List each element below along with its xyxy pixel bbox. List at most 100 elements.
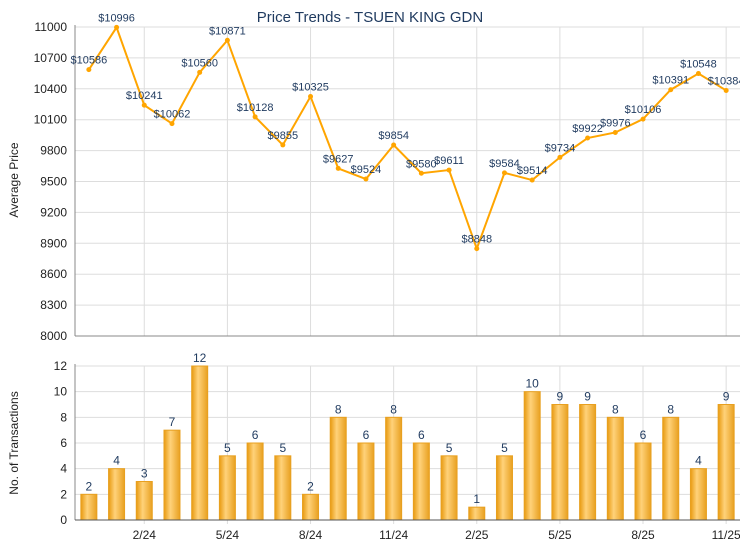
x-tick-label: 5/24 — [216, 528, 240, 542]
data-point — [363, 176, 369, 182]
bar-label: 6 — [418, 428, 425, 442]
data-point — [501, 170, 507, 176]
bar-label: 5 — [501, 441, 508, 455]
data-label: $9922 — [572, 123, 603, 135]
data-label: $10128 — [237, 102, 274, 114]
data-point — [335, 165, 341, 171]
x-tick-label: 8/25 — [631, 528, 655, 542]
y-tick-label: 9500 — [40, 175, 67, 189]
bar-label: 2 — [307, 479, 314, 493]
data-label: $10106 — [625, 104, 662, 116]
bar-label: 10 — [526, 377, 540, 391]
y-tick-label: 9800 — [40, 144, 67, 158]
y-tick-label: 11000 — [35, 20, 68, 34]
y-tick-label: 8 — [60, 410, 67, 424]
data-label: $9976 — [600, 117, 631, 129]
bar-label: 9 — [584, 390, 591, 404]
bar-label: 12 — [193, 351, 207, 365]
x-tick-label: 8/24 — [299, 528, 323, 542]
data-point — [86, 67, 92, 73]
bar — [274, 455, 292, 521]
y-tick-label: 10400 — [34, 82, 68, 96]
data-label: $9854 — [378, 130, 409, 142]
bar-label: 4 — [113, 454, 120, 468]
y-tick-label: 10100 — [34, 113, 68, 127]
bar-label: 8 — [612, 402, 619, 416]
bar-label: 6 — [363, 428, 370, 442]
y-tick-label: 8000 — [40, 329, 67, 343]
bar — [163, 429, 181, 521]
bar — [468, 506, 486, 521]
bar-label: 8 — [667, 402, 674, 416]
bar — [662, 416, 680, 521]
x-tick-label: 11/24 — [379, 528, 408, 542]
price-line — [88, 25, 727, 252]
bar — [218, 455, 236, 521]
data-point — [418, 170, 424, 176]
bar — [440, 455, 458, 521]
x-tick-label: 2/24 — [133, 528, 157, 542]
y-tick-label: 12 — [54, 359, 68, 373]
bar — [385, 416, 403, 521]
y-axis-label-transactions: No. of Transactions — [7, 391, 21, 494]
bar — [329, 416, 347, 521]
data-point — [252, 114, 258, 120]
data-point — [197, 69, 203, 75]
bar-label: 7 — [169, 415, 176, 429]
data-point — [141, 102, 147, 108]
data-point — [612, 129, 618, 135]
bar-label: 8 — [335, 402, 342, 416]
bar-label: 5 — [224, 441, 231, 455]
bar — [412, 442, 430, 521]
data-point — [640, 116, 646, 122]
bar-label: 2 — [86, 479, 93, 493]
bar-label: 6 — [640, 428, 647, 442]
y-tick-label: 2 — [60, 487, 67, 501]
data-label: $8848 — [461, 234, 492, 246]
y-axis-label-price: Average Price — [7, 142, 21, 217]
y-tick-label: 10 — [54, 385, 68, 399]
bar-label: 6 — [252, 428, 259, 442]
data-label: $10548 — [680, 59, 717, 71]
bar — [357, 442, 375, 521]
bar — [606, 416, 624, 521]
data-point — [668, 87, 674, 93]
data-point — [169, 121, 175, 127]
y-tick-label: 0 — [60, 513, 67, 527]
data-point — [308, 94, 314, 100]
data-point — [585, 135, 591, 141]
bar — [108, 468, 126, 521]
data-label: $10560 — [181, 57, 218, 69]
data-label: $9855 — [268, 130, 299, 142]
chart-title: Price Trends - TSUEN KING GDN — [257, 9, 483, 26]
data-label: $10586 — [70, 55, 107, 67]
bar — [191, 365, 209, 521]
x-tick-label: 2/25 — [465, 528, 489, 542]
data-point — [695, 71, 701, 77]
bar-label: 9 — [723, 390, 730, 404]
y-tick-label: 10700 — [34, 51, 68, 65]
data-point — [114, 24, 120, 30]
data-label: $10384 — [708, 75, 740, 87]
bar — [551, 404, 569, 521]
data-label: $9611 — [434, 155, 464, 167]
y-tick-label: 6 — [60, 436, 67, 450]
bar — [246, 442, 264, 521]
data-label: $10996 — [98, 12, 135, 24]
bar — [495, 455, 513, 521]
data-label: $9580 — [406, 158, 437, 170]
bar-label: 1 — [473, 492, 480, 506]
bar-label: 3 — [141, 467, 148, 481]
y-tick-label: 4 — [60, 462, 67, 476]
bar — [302, 493, 320, 521]
data-point — [557, 154, 563, 160]
data-point — [391, 142, 397, 148]
bar-label: 5 — [279, 441, 286, 455]
data-label: $10325 — [292, 82, 329, 94]
bar — [135, 481, 153, 521]
bar-label: 4 — [695, 454, 702, 468]
data-label: $10871 — [209, 25, 246, 37]
y-tick-label: 8300 — [40, 298, 67, 312]
x-tick-label: 5/25 — [548, 528, 572, 542]
